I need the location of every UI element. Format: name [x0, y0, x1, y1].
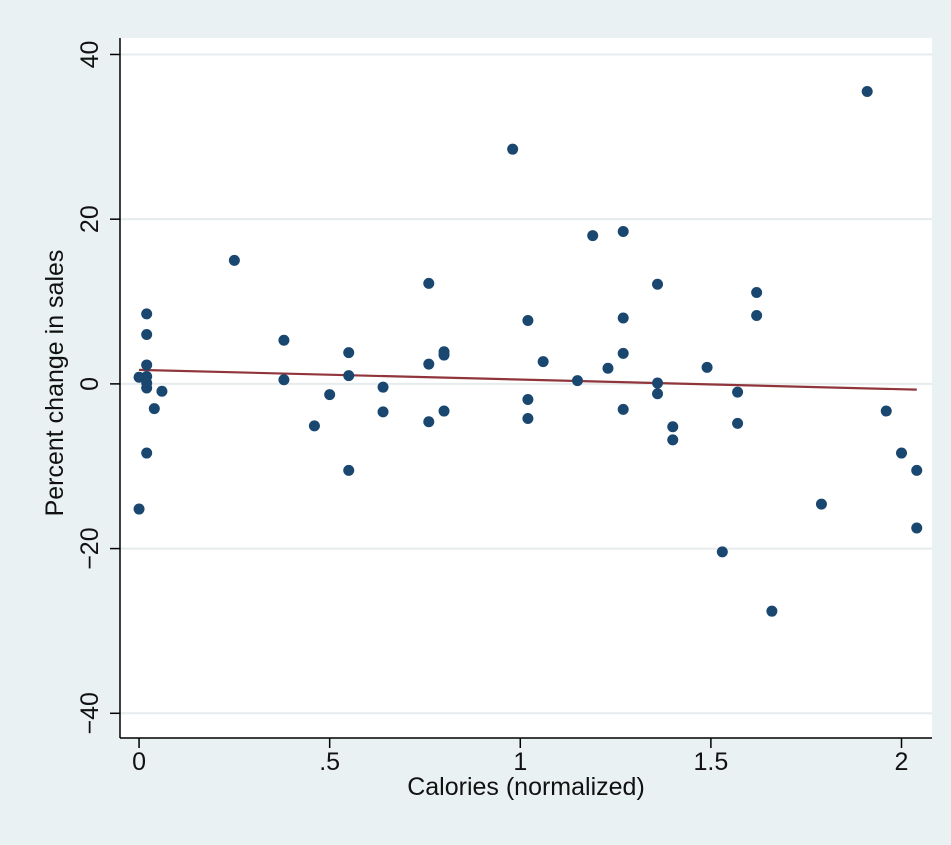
data-point-11	[228, 254, 240, 266]
data-point-7	[141, 382, 153, 394]
data-point-16	[343, 347, 355, 359]
data-point-38	[617, 403, 629, 415]
plot-area	[120, 38, 932, 738]
data-point-18	[343, 464, 355, 476]
data-point-30	[522, 412, 534, 424]
y-axis-title: Percent change in sales	[41, 250, 69, 517]
data-point-4	[141, 359, 153, 371]
data-point-8	[141, 447, 153, 459]
data-point-45	[716, 546, 728, 558]
data-point-27	[507, 143, 519, 155]
data-points	[133, 86, 923, 617]
data-point-47	[732, 417, 744, 429]
data-point-55	[911, 464, 923, 476]
data-point-20	[377, 406, 389, 418]
data-point-44	[701, 361, 713, 373]
data-point-37	[617, 347, 629, 359]
y-tick-label-0: −40	[76, 692, 104, 734]
data-point-39	[652, 278, 664, 290]
data-point-41	[652, 388, 664, 400]
data-point-54	[896, 447, 908, 459]
data-point-33	[587, 230, 599, 242]
data-point-42	[667, 421, 679, 433]
data-point-21	[423, 277, 435, 289]
x-tick-label-4: 2	[895, 748, 909, 776]
data-point-17	[343, 370, 355, 382]
data-point-53	[880, 405, 892, 417]
data-point-23	[423, 416, 435, 428]
axes: −40 −20 0 20 40 0 .5 1 1.5 2	[76, 38, 932, 776]
data-point-31	[537, 356, 549, 368]
data-point-36	[617, 312, 629, 324]
data-point-49	[751, 310, 763, 322]
data-point-13	[278, 374, 290, 386]
data-point-34	[602, 362, 614, 374]
fit-line	[139, 368, 917, 391]
x-axis-title: Calories (normalized)	[407, 773, 645, 801]
data-point-9	[148, 403, 160, 415]
data-point-29	[522, 394, 534, 406]
data-point-40	[652, 377, 664, 389]
data-point-1	[133, 503, 145, 515]
y-tick-label-3: 20	[76, 205, 104, 233]
data-point-15	[324, 389, 336, 401]
gridlines	[120, 53, 932, 715]
data-point-22	[423, 358, 435, 370]
x-tick-label-0: 0	[132, 748, 146, 776]
data-point-48	[751, 286, 763, 298]
data-point-52	[861, 86, 873, 98]
data-point-12	[278, 334, 290, 346]
data-point-3	[141, 328, 153, 340]
data-point-10	[156, 385, 168, 397]
data-point-51	[815, 498, 827, 510]
data-point-56	[911, 522, 923, 534]
data-point-19	[377, 381, 389, 393]
y-tick-label-2: 0	[76, 377, 104, 391]
x-tick-label-2: 1	[513, 748, 527, 776]
data-point-2	[141, 308, 153, 320]
y-tick-label-1: −20	[76, 527, 104, 569]
data-point-14	[308, 420, 320, 432]
data-point-32	[571, 375, 583, 387]
fit-line-layer	[139, 368, 917, 391]
data-point-26	[438, 405, 450, 417]
x-tick-label-1: .5	[319, 748, 340, 776]
data-point-25	[438, 349, 450, 361]
data-point-43	[667, 434, 679, 446]
data-point-46	[732, 386, 744, 398]
data-point-35	[617, 226, 629, 238]
data-point-28	[522, 314, 534, 326]
x-tick-label-3: 1.5	[694, 748, 729, 776]
data-point-50	[766, 605, 778, 617]
y-tick-label-4: 40	[76, 41, 104, 69]
